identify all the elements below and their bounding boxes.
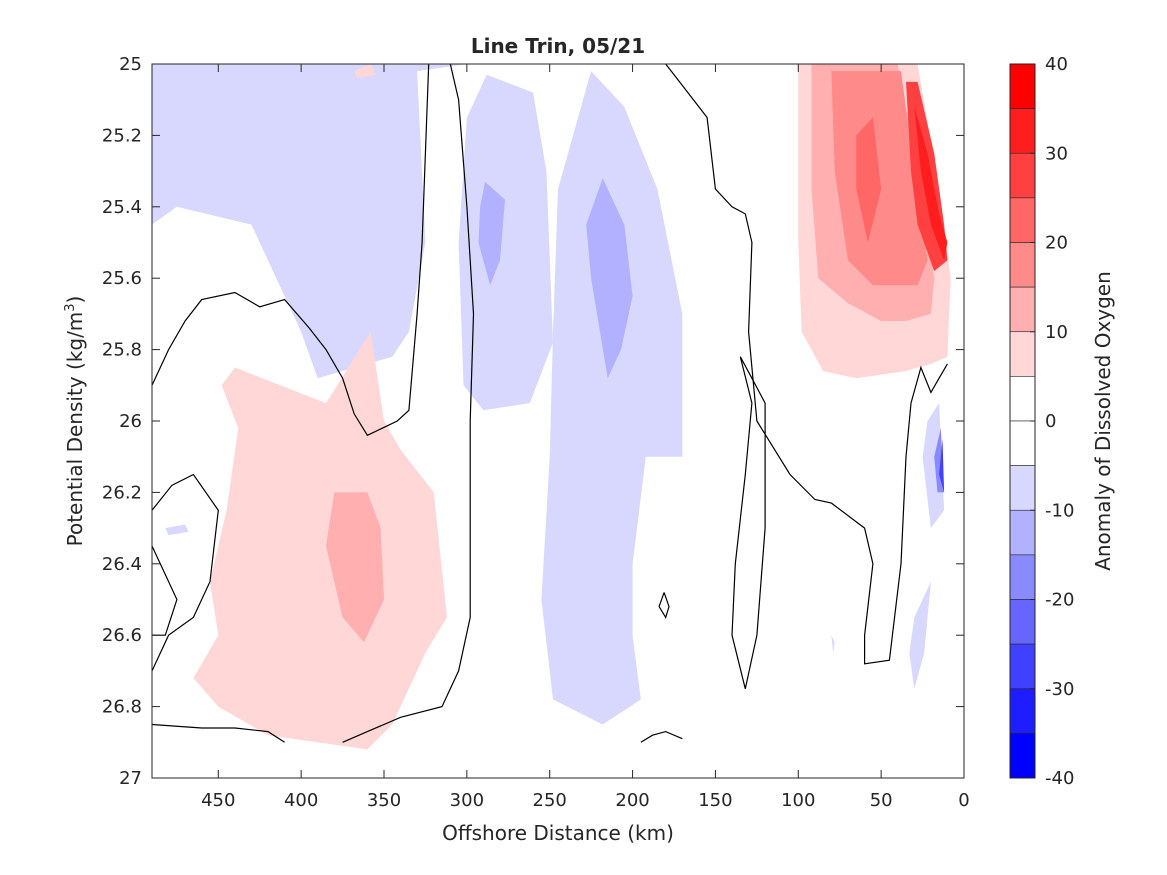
x-tick-label: 200 (615, 790, 649, 811)
contour-region-neg-300-lens (458, 74, 553, 411)
colorbar-tick-label: 10 (1045, 322, 1068, 343)
contour-region-pos-top-tiny (354, 64, 376, 79)
contour-region-neg-coast-lower (909, 581, 931, 689)
colorbar-level (1009, 688, 1036, 734)
colorbar-tick-label: 40 (1045, 54, 1068, 75)
contour-region-neg-300-core (478, 181, 505, 286)
colorbar-level (1009, 465, 1036, 511)
contour-region-neg-coast-core-2 (939, 438, 945, 493)
y-tick-label: 26 (119, 411, 142, 432)
colorbar-level (1009, 242, 1036, 288)
x-tick-label: 150 (698, 790, 732, 811)
zero-contour-170 (665, 64, 948, 665)
colorbar-level (1009, 554, 1036, 600)
colorbar-level (1009, 152, 1036, 199)
colorbar-level (1009, 599, 1036, 645)
x-tick-label: 250 (533, 790, 567, 811)
y-tick-label: 26.4 (102, 554, 142, 575)
colorbar-level (1009, 108, 1036, 154)
contour-region-neg-left-dot (165, 524, 189, 536)
y-tick-label: 27 (119, 768, 142, 789)
contour-region-neg-offshore-shallow (152, 64, 467, 379)
y-axis-label-tail: ) (63, 296, 87, 304)
x-tick-label: 100 (781, 790, 815, 811)
colorbar-tick-label: -20 (1045, 590, 1074, 611)
y-tick-label: 25.2 (102, 125, 142, 146)
x-axis-ticks: 450 400 350 300 250 200 150 100 50 0 (201, 64, 970, 811)
y-tick-label: 26.2 (102, 482, 142, 503)
y-axis-ticks: 25 25.2 25.4 25.6 25.8 26 26.2 26.4 26.6 26.8 27 (102, 54, 964, 789)
contour-region-neg-220-core (586, 178, 633, 379)
colorbar-level (1009, 197, 1036, 243)
y-axis-label-main: Potential Density (kg/m (63, 312, 87, 547)
zero-contour-300 (342, 64, 475, 743)
x-tick-label: 0 (958, 790, 969, 811)
x-tick-label: 50 (870, 790, 893, 811)
colorbar-level (1009, 286, 1036, 333)
contour-region-pos-left-core (326, 492, 384, 643)
colorbar (1009, 63, 1036, 779)
x-tick-label: 300 (450, 790, 484, 811)
colorbar-ticks: 40 30 20 10 0 -10 -20 -30 -40 (1030, 54, 1074, 789)
y-tick-label: 25.4 (102, 197, 142, 218)
x-axis-label: Offshore Distance (km) (442, 821, 674, 845)
zero-contour-left-lower (152, 473, 219, 672)
colorbar-level (1009, 643, 1036, 690)
y-axis-label-superscript: 3 (63, 303, 78, 311)
x-tick-label: 350 (367, 790, 401, 811)
colorbar-level (1009, 376, 1036, 422)
zero-contour-left (152, 64, 430, 437)
colorbar-level (1009, 331, 1036, 377)
contour-region-pos-near-shore-4 (856, 117, 882, 243)
zero-contour-bottom-mid (640, 730, 683, 743)
y-tick-label: 25.8 (102, 340, 142, 361)
colorbar-level (1009, 420, 1036, 466)
colorbar-tick-label: -10 (1045, 500, 1074, 521)
colorbar-level (1009, 733, 1036, 779)
contour-region-pos-near-shore-6 (914, 106, 948, 261)
x-tick-label: 450 (201, 790, 235, 811)
filled-contour-regions (152, 64, 951, 750)
colorbar-tick-label: -30 (1045, 679, 1074, 700)
zero-contour-small-180 (658, 592, 670, 619)
colorbar-tick-label: 30 (1045, 143, 1068, 164)
y-tick-label: 25.6 (102, 268, 142, 289)
y-tick-label: 26.6 (102, 625, 142, 646)
colorbar-level (1009, 509, 1036, 556)
contour-region-neg-coast-deep (922, 403, 945, 529)
zero-contour-left-lower-2 (152, 545, 178, 636)
x-tick-label: 400 (284, 790, 318, 811)
zero-contour-bottom-left (152, 723, 285, 743)
colorbar-label: Anomaly of Dissolved Oxygen (1091, 271, 1115, 571)
zero-contour-130-loop (731, 356, 766, 689)
y-axis-label: Potential Density (kg/m3) (63, 296, 87, 547)
zero-contour-lines (152, 64, 948, 743)
contour-region-neg-220-lens (541, 71, 683, 725)
y-tick-label: 26.8 (102, 697, 142, 718)
colorbar-tick-label: 0 (1045, 411, 1056, 432)
colorbar-tick-label: -40 (1045, 768, 1074, 789)
contour-region-neg-78-sliver (831, 635, 835, 653)
colorbar-tick-label: 20 (1045, 233, 1068, 254)
y-tick-label: 25 (119, 54, 142, 75)
chart-title: Line Trin, 05/21 (471, 34, 645, 58)
contour-region-pos-left-lower (193, 331, 447, 750)
colorbar-level (1009, 63, 1036, 109)
